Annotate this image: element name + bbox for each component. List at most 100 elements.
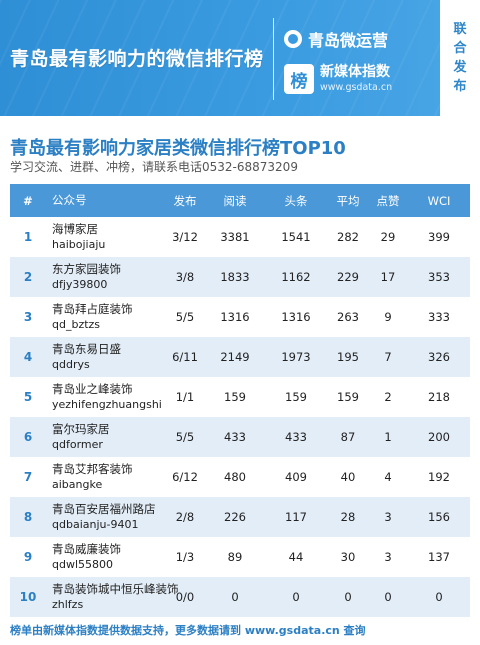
rank-cell: 2 <box>23 270 33 284</box>
average-cell: 159 <box>337 390 359 404</box>
brand-qingdao-weiyunying: 青岛微运营 <box>284 26 388 52</box>
average-cell: 0 <box>344 590 352 604</box>
average-cell: 30 <box>340 550 356 564</box>
account-id: zhlfzs <box>52 598 84 611</box>
likes-cell: 17 <box>380 270 396 284</box>
brand2-url: www.gsdata.cn <box>320 82 393 93</box>
wci-cell: 353 <box>428 270 450 284</box>
account-id: qd_bztzs <box>52 318 101 331</box>
read-cell: 2149 <box>220 350 250 364</box>
account-cell: 海博家居 haibojiaju <box>46 222 164 252</box>
read-cell: 89 <box>227 550 243 564</box>
account-id: haibojiaju <box>52 238 106 251</box>
read-cell: 480 <box>224 470 246 484</box>
banner: 青岛最有影响力的微信排行榜 青岛微运营 榜 新媒体指数 www.gsdata.c… <box>0 0 480 116</box>
account-name: 青岛装饰城中恒乐峰装饰 <box>52 582 179 596</box>
wci-cell: 200 <box>428 430 450 444</box>
table-row: 2 东方家园装饰 dfjy39800 3/8 1833 1162 229 17 353 <box>10 257 470 297</box>
col-rank: # <box>23 193 33 208</box>
account-name: 海博家居 <box>52 222 98 236</box>
publish-cell: 0/0 <box>175 590 195 604</box>
brand-circle-icon <box>284 30 302 48</box>
read-cell: 159 <box>224 390 246 404</box>
table-row: 3 青岛拜占庭装饰 qd_bztzs 5/5 1316 1316 263 9 333 <box>10 297 470 337</box>
wci-cell: 218 <box>428 390 450 404</box>
col-headline: 头条 <box>284 193 308 208</box>
brand1-name: 青岛微运营 <box>308 31 389 50</box>
headline-cell: 1162 <box>281 270 311 284</box>
publish-cell: 6/12 <box>172 470 198 484</box>
account-name: 青岛东易日盛 <box>52 342 121 356</box>
account-cell: 青岛拜占庭装饰 qd_bztzs <box>46 302 164 332</box>
read-cell: 1316 <box>220 310 250 324</box>
publish-cell: 1/1 <box>175 390 195 404</box>
account-name: 青岛拜占庭装饰 <box>52 302 133 316</box>
rank-cell: 4 <box>23 350 33 364</box>
headline-cell: 1541 <box>281 230 311 244</box>
account-id: aibangke <box>52 478 103 491</box>
table-header-row: # 公众号 发布 阅读 头条 平均 点赞 WCI <box>10 184 470 217</box>
headline-cell: 433 <box>285 430 307 444</box>
headline-cell: 117 <box>285 510 307 524</box>
rank-cell: 5 <box>23 390 33 404</box>
gsdata-logo-icon: 榜 <box>284 64 314 94</box>
account-name: 东方家园装饰 <box>52 262 121 276</box>
account-cell: 青岛百安居福州路店 qdbaianju-9401 <box>46 502 164 532</box>
likes-cell: 4 <box>384 470 392 484</box>
likes-cell: 1 <box>384 430 392 444</box>
headline-cell: 44 <box>288 550 304 564</box>
brand2-name: 新媒体指数 <box>320 64 390 80</box>
table-row: 6 富尔玛家居 qdformer 5/5 433 433 87 1 200 <box>10 417 470 457</box>
headline-cell: 0 <box>292 590 300 604</box>
publish-cell: 3/12 <box>172 230 198 244</box>
brand-gsdata: 榜 新媒体指数 www.gsdata.cn <box>284 64 392 94</box>
wci-cell: 0 <box>435 590 443 604</box>
col-likes: 点赞 <box>376 193 400 208</box>
account-cell: 富尔玛家居 qdformer <box>46 422 164 452</box>
account-id: qddrys <box>52 358 90 371</box>
account-name: 青岛业之峰装饰 <box>52 382 133 396</box>
ranking-table: # 公众号 发布 阅读 头条 平均 点赞 WCI 1 海博家居 haibojiaju… <box>10 183 470 617</box>
page-subtitle: 学习交流、进群、冲榜，请联系电话0532-68873209 <box>10 160 298 174</box>
account-cell: 青岛业之峰装饰 yezhifengzhuangshi <box>46 382 164 412</box>
likes-cell: 2 <box>384 390 392 404</box>
wci-cell: 137 <box>428 550 450 564</box>
wci-cell: 399 <box>428 230 450 244</box>
publish-cell: 1/3 <box>175 550 195 564</box>
rank-cell: 10 <box>19 590 37 604</box>
table-row: 10 青岛装饰城中恒乐峰装饰 zhlfzs 0/0 0 0 0 0 0 <box>10 577 470 617</box>
col-read: 阅读 <box>223 193 247 208</box>
headline-cell: 1973 <box>281 350 311 364</box>
account-id: qdbaianju-9401 <box>52 518 139 531</box>
rank-cell: 1 <box>23 230 33 244</box>
account-id: qdformer <box>52 438 103 451</box>
account-cell: 青岛东易日盛 qddrys <box>46 342 164 372</box>
page-title: 青岛最有影响力家居类微信排行榜TOP10 <box>10 138 346 159</box>
table-row: 7 青岛艾邦客装饰 aibangke 6/12 480 409 40 4 192 <box>10 457 470 497</box>
banner-title: 青岛最有影响力的微信排行榜 <box>10 48 264 70</box>
publish-cell: 6/11 <box>172 350 198 364</box>
read-cell: 226 <box>224 510 246 524</box>
likes-cell: 29 <box>380 230 396 244</box>
rank-cell: 8 <box>23 510 33 524</box>
average-cell: 263 <box>337 310 359 324</box>
account-id: qdwl55800 <box>52 558 114 571</box>
headline-cell: 1316 <box>281 310 311 324</box>
account-name: 青岛艾邦客装饰 <box>52 462 133 476</box>
table-row: 8 青岛百安居福州路店 qdbaianju-9401 2/8 226 117 28 3 156 <box>10 497 470 537</box>
rank-cell: 6 <box>23 430 33 444</box>
average-cell: 282 <box>337 230 359 244</box>
read-cell: 0 <box>231 590 239 604</box>
read-cell: 433 <box>224 430 246 444</box>
headline-cell: 409 <box>285 470 307 484</box>
rank-cell: 9 <box>23 550 33 564</box>
footer-note: 榜单由新媒体指数提供数据支持，更多数据请到 www.gsdata.cn 查询 <box>10 624 366 637</box>
table-row: 4 青岛东易日盛 qddrys 6/11 2149 1973 195 7 326 <box>10 337 470 377</box>
average-cell: 195 <box>337 350 359 364</box>
account-cell: 东方家园装饰 dfjy39800 <box>46 262 164 292</box>
side-strip: 联合发布 <box>440 0 480 116</box>
likes-cell: 3 <box>384 550 392 564</box>
wci-cell: 333 <box>428 310 450 324</box>
read-cell: 1833 <box>220 270 250 284</box>
publish-cell: 5/5 <box>175 430 195 444</box>
